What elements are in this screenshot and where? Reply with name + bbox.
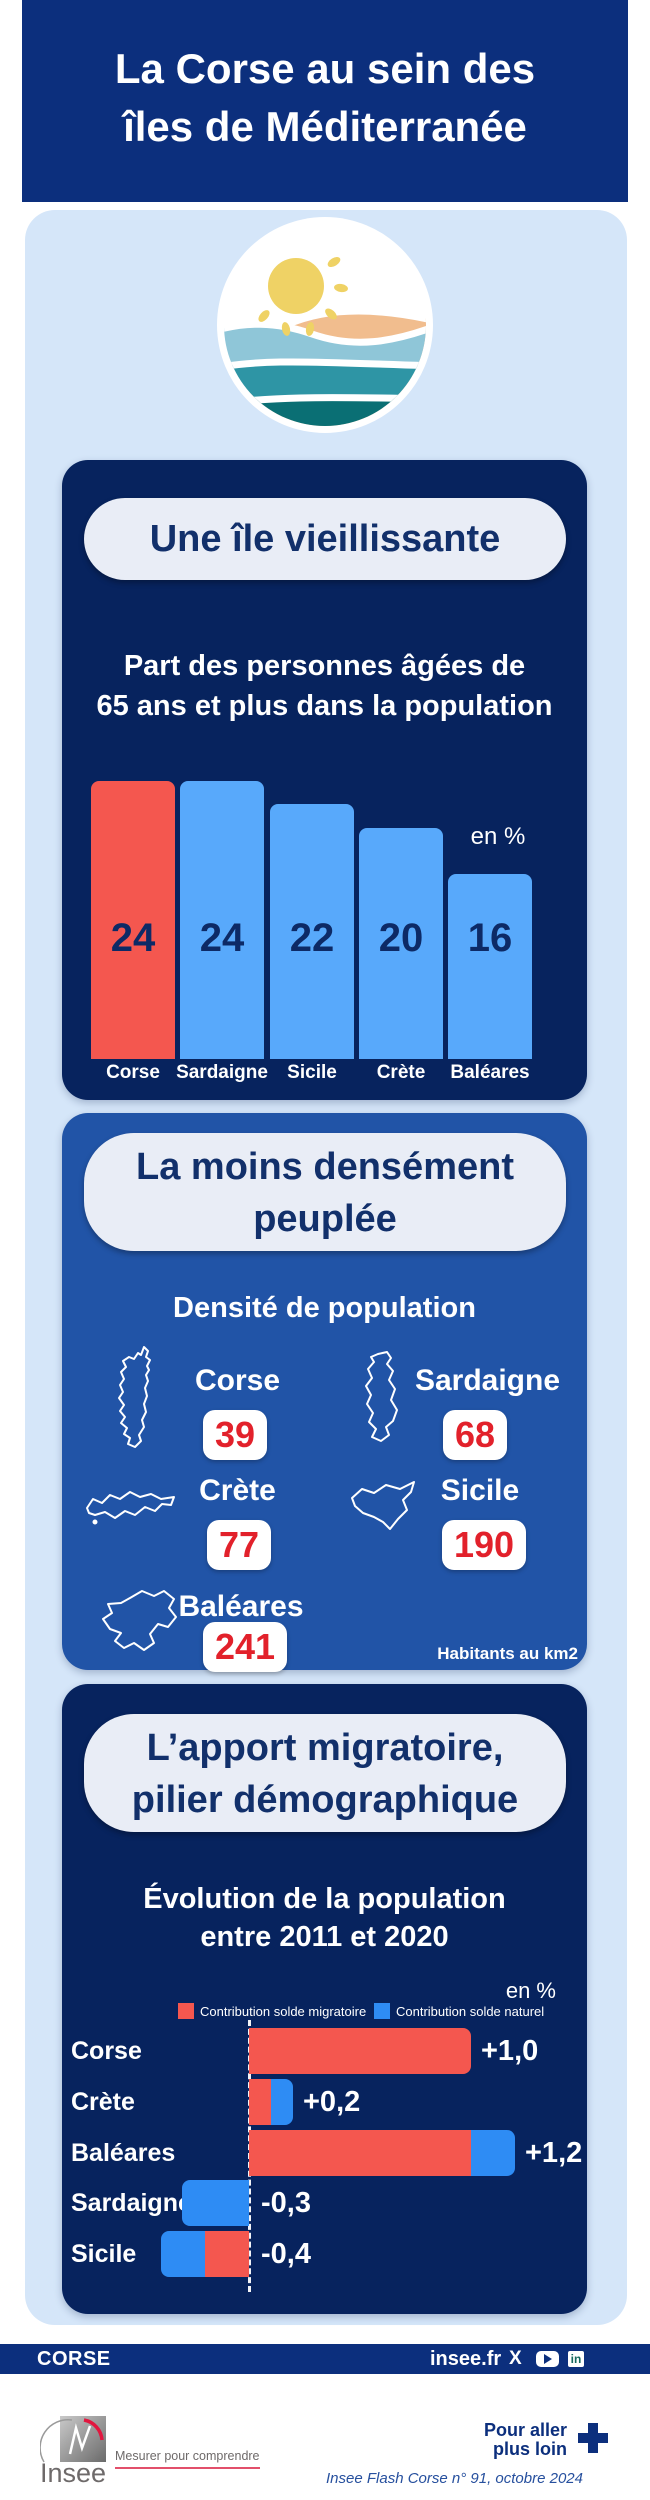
more-info-line2: plus loin <box>493 2439 567 2459</box>
migration-total-Crète: +0,2 <box>303 2086 361 2118</box>
sicily-map-icon <box>348 1478 418 1538</box>
card-density-pill-title: La moins densément peuplée <box>84 1133 566 1251</box>
legend-migratoire-label: Contribution solde migratoire <box>200 2004 367 2019</box>
migration-chart-unit: en % <box>505 1978 556 2003</box>
legend-naturel-swatch <box>374 2003 390 2019</box>
density-label-sardaigne: Sardaigne <box>414 1364 561 1397</box>
card-aging-subtitle: Part des personnes âgées de 65 ans et pl… <box>62 646 587 726</box>
card-migration-subtitle: Évolution de la population entre 2011 et… <box>62 1880 587 1956</box>
migration-bar-Crète <box>271 2079 293 2125</box>
migration-row-label-Baléares: Baléares <box>71 2139 176 2167</box>
card-migration-pill-line1: L’apport migratoire, <box>146 1727 504 1769</box>
migration-bar-Baléares <box>249 2130 471 2176</box>
aging-bar-value-Sardaigne: 24 <box>199 916 245 960</box>
aging-bar-value-Corse: 24 <box>110 916 156 960</box>
linkedin-icon[interactable]: in <box>568 2351 584 2367</box>
density-unit: Habitants au km2 <box>437 1644 578 1663</box>
density-label-crete: Crète <box>199 1474 276 1507</box>
x-icon[interactable]: X <box>509 2348 522 2369</box>
density-value-sardaigne: 68 <box>443 1410 508 1460</box>
sardinia-map-icon <box>356 1350 406 1449</box>
page-title-line2: îles de Méditerranée <box>123 103 527 150</box>
more-info-label[interactable]: Pour aller plus loin <box>400 2421 567 2459</box>
corsica-map-icon <box>108 1344 164 1457</box>
migration-total-Baléares: +1,2 <box>525 2137 583 2169</box>
migration-row-label-Crète: Crète <box>71 2088 135 2116</box>
card-migration-subtitle-line1: Évolution de la population <box>143 1883 506 1915</box>
aging-bar-Crète <box>359 828 443 1059</box>
aging-chart-unit: en % <box>470 823 526 850</box>
publication-credit: Insee Flash Corse n° 91, octobre 2024 <box>326 2470 583 2487</box>
density-label-sicile: Sicile <box>440 1474 520 1507</box>
aging-bar-Sicile <box>270 804 354 1059</box>
migration-total-Corse: +1,0 <box>481 2035 539 2067</box>
more-info-line1: Pour aller <box>483 2420 567 2440</box>
migration-row-label-Sardaigne: Sardaigne <box>71 2189 192 2217</box>
plus-icon[interactable] <box>578 2423 608 2453</box>
insee-wordmark: Insee <box>40 2458 107 2488</box>
aging-bar-label-Crète: Crète <box>376 1062 426 1083</box>
legend-naturel-label: Contribution solde naturel <box>396 2004 545 2019</box>
insee-fr-link[interactable]: insee.fr <box>430 2348 502 2370</box>
migration-bar-Sardaigne <box>182 2180 249 2226</box>
density-value-crete: 77 <box>207 1520 272 1570</box>
migration-bar-Corse <box>249 2028 471 2074</box>
mediterranean-logo-icon <box>216 216 434 434</box>
aging-bar-value-Baléares: 16 <box>467 916 513 960</box>
migration-row-label-Sicile: Sicile <box>71 2240 137 2268</box>
migration-bar-Sicile <box>205 2231 249 2277</box>
page-title-line1: La Corse au sein des <box>114 45 536 92</box>
card-aging-pill-title: Une île vieillissante <box>84 498 566 580</box>
card-density-pill-line2: peuplée <box>253 1198 397 1240</box>
aging-bar-value-Crète: 20 <box>378 916 424 960</box>
card-migration-pill-line2: pilier démographique <box>131 1779 519 1821</box>
migration-bar-Sicile <box>161 2231 205 2277</box>
density-value-sicile: 190 <box>442 1520 527 1570</box>
card-density-subtitle: Densité de population <box>173 1292 476 1324</box>
header-band: La Corse au sein des îles de Méditerrané… <box>22 0 628 202</box>
aging-bar-label-Sardaigne: Sardaigne <box>176 1062 268 1083</box>
aging-bar-Baléares <box>448 874 532 1059</box>
youtube-icon[interactable] <box>536 2351 559 2367</box>
migration-total-Sardaigne: -0,3 <box>261 2187 311 2219</box>
insee-logo-icon <box>39 2414 112 2476</box>
legend-migratoire-swatch <box>178 2003 194 2019</box>
insee-tagline: Mesurer pour comprendre <box>115 2449 260 2469</box>
footer-region-label: CORSE <box>37 2348 111 2370</box>
migration-total-Sicile: -0,4 <box>261 2238 311 2270</box>
crete-map-icon <box>83 1484 178 1531</box>
aging-bar-Sardaigne <box>180 781 264 1059</box>
card-aging-subtitle-line1: Part des personnes âgées de <box>123 650 526 682</box>
aging-bar-label-Corse: Corse <box>106 1062 160 1083</box>
card-density-pill-line1: La moins densément <box>136 1146 514 1188</box>
card-migration-pill-title: L’apport migratoire, pilier démographiqu… <box>84 1714 566 1832</box>
aging-bar-label-Sicile: Sicile <box>287 1062 337 1083</box>
card-aging-subtitle-line2: 65 ans et plus dans la population <box>96 690 553 722</box>
density-label-corse: Corse <box>194 1364 281 1397</box>
page-title: La Corse au sein des îles de Méditerrané… <box>22 40 628 156</box>
aging-bar-Corse <box>91 781 175 1059</box>
density-value-baleares: 241 <box>203 1622 288 1672</box>
aging-bar-label-Baléares: Baléares <box>450 1062 530 1083</box>
migration-bar-Baléares <box>471 2130 515 2176</box>
aging-bar-value-Sicile: 22 <box>289 916 335 960</box>
balearics-map-icon <box>98 1586 180 1663</box>
card-migration-subtitle-line2: entre 2011 et 2020 <box>200 1921 449 1953</box>
density-value-corse: 39 <box>203 1410 268 1460</box>
density-label-baleares: Baléares <box>178 1590 304 1623</box>
migration-bar-Crète <box>249 2079 271 2125</box>
migration-row-label-Corse: Corse <box>71 2037 142 2065</box>
